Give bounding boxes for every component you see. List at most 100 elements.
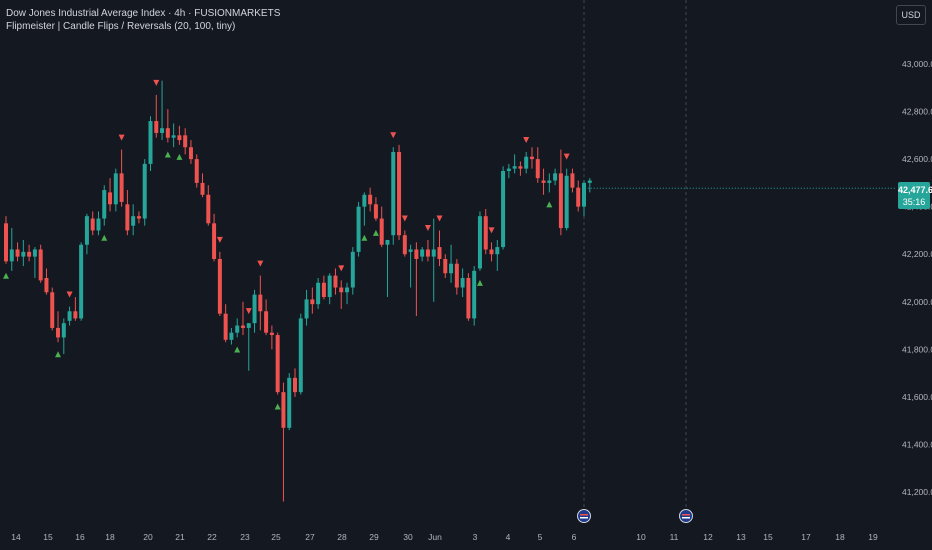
candle[interactable]	[472, 266, 477, 326]
candle[interactable]	[512, 154, 517, 174]
candle[interactable]	[425, 239, 430, 262]
candle[interactable]	[235, 318, 240, 338]
candle[interactable]	[298, 313, 303, 395]
candle[interactable]	[287, 373, 292, 431]
candle[interactable]	[414, 242, 419, 317]
candle[interactable]	[240, 301, 245, 336]
candle[interactable]	[67, 306, 72, 326]
candle[interactable]	[136, 211, 141, 224]
candle[interactable]	[258, 275, 263, 331]
candle[interactable]	[275, 332, 280, 395]
candle[interactable]	[362, 192, 367, 226]
candle[interactable]	[408, 244, 413, 288]
us-flag-event-icon[interactable]	[679, 509, 693, 523]
candle[interactable]	[431, 218, 436, 302]
candle[interactable]	[558, 149, 563, 236]
candle[interactable]	[582, 180, 586, 217]
candle[interactable]	[281, 382, 286, 502]
candle[interactable]	[160, 80, 165, 141]
candle[interactable]	[327, 273, 332, 305]
candle[interactable]	[38, 244, 43, 283]
candle[interactable]	[391, 147, 396, 245]
candle[interactable]	[477, 211, 482, 271]
candle[interactable]	[148, 116, 153, 171]
candle[interactable]	[252, 289, 257, 333]
candle[interactable]	[310, 287, 315, 314]
candle[interactable]	[506, 163, 511, 179]
candle[interactable]	[183, 128, 188, 155]
candle[interactable]	[113, 168, 118, 212]
candle[interactable]	[125, 190, 130, 236]
candle[interactable]	[368, 187, 373, 212]
candle[interactable]	[495, 239, 500, 271]
candle[interactable]	[27, 244, 32, 262]
candle[interactable]	[449, 244, 454, 283]
candle[interactable]	[547, 173, 552, 193]
candle[interactable]	[570, 168, 575, 193]
candle[interactable]	[206, 185, 211, 226]
candle[interactable]	[304, 289, 309, 326]
candle[interactable]	[229, 327, 234, 345]
candle[interactable]	[73, 297, 78, 321]
candle[interactable]	[96, 211, 101, 236]
us-flag-event-icon[interactable]	[577, 509, 591, 523]
candle[interactable]	[316, 278, 321, 309]
candle[interactable]	[541, 168, 546, 195]
candle[interactable]	[264, 299, 269, 336]
candle[interactable]	[489, 242, 494, 262]
candle[interactable]	[119, 149, 124, 207]
candle[interactable]	[483, 209, 488, 255]
candle[interactable]	[524, 151, 529, 174]
candle[interactable]	[443, 254, 448, 278]
candle[interactable]	[501, 166, 506, 250]
candle[interactable]	[535, 147, 540, 183]
candle[interactable]	[293, 368, 297, 397]
candle[interactable]	[200, 173, 205, 198]
candle[interactable]	[4, 216, 8, 264]
candle[interactable]	[339, 280, 344, 309]
candle[interactable]	[171, 123, 176, 148]
currency-button[interactable]: USD	[896, 5, 926, 25]
candle[interactable]	[56, 311, 61, 343]
candle[interactable]	[223, 304, 228, 343]
candle[interactable]	[564, 168, 569, 231]
candle[interactable]	[576, 180, 581, 212]
candle[interactable]	[212, 213, 217, 262]
candle[interactable]	[194, 154, 199, 188]
candle[interactable]	[32, 247, 37, 278]
candle[interactable]	[165, 109, 170, 143]
symbol-title[interactable]: Dow Jones Industrial Average Index · 4h …	[6, 8, 281, 19]
candle[interactable]	[269, 325, 274, 350]
candle[interactable]	[529, 147, 534, 169]
candle[interactable]	[466, 273, 471, 321]
candle[interactable]	[102, 185, 107, 226]
candle[interactable]	[518, 161, 523, 176]
candle[interactable]	[345, 282, 350, 305]
candle[interactable]	[553, 168, 558, 186]
candle[interactable]	[460, 268, 465, 298]
candle[interactable]	[44, 268, 49, 295]
candle[interactable]	[587, 178, 592, 193]
candle[interactable]	[61, 318, 66, 355]
indicator-title[interactable]: Flipmeister | Candle Flips / Reversals (…	[6, 21, 236, 32]
candle[interactable]	[246, 323, 251, 371]
candle[interactable]	[131, 204, 136, 236]
candle[interactable]	[79, 242, 84, 321]
candle[interactable]	[350, 247, 355, 295]
candle[interactable]	[385, 239, 390, 298]
candle[interactable]	[379, 206, 384, 248]
candle[interactable]	[420, 247, 425, 262]
candle[interactable]	[21, 239, 26, 267]
candle[interactable]	[177, 125, 182, 145]
candle[interactable]	[333, 268, 338, 295]
candle[interactable]	[217, 251, 222, 317]
candle[interactable]	[437, 230, 442, 267]
candle[interactable]	[356, 201, 361, 257]
candle[interactable]	[90, 211, 95, 236]
candle[interactable]	[321, 275, 326, 300]
candle[interactable]	[142, 159, 147, 226]
candle[interactable]	[188, 140, 193, 164]
candle[interactable]	[108, 178, 113, 212]
candle[interactable]	[397, 144, 402, 240]
